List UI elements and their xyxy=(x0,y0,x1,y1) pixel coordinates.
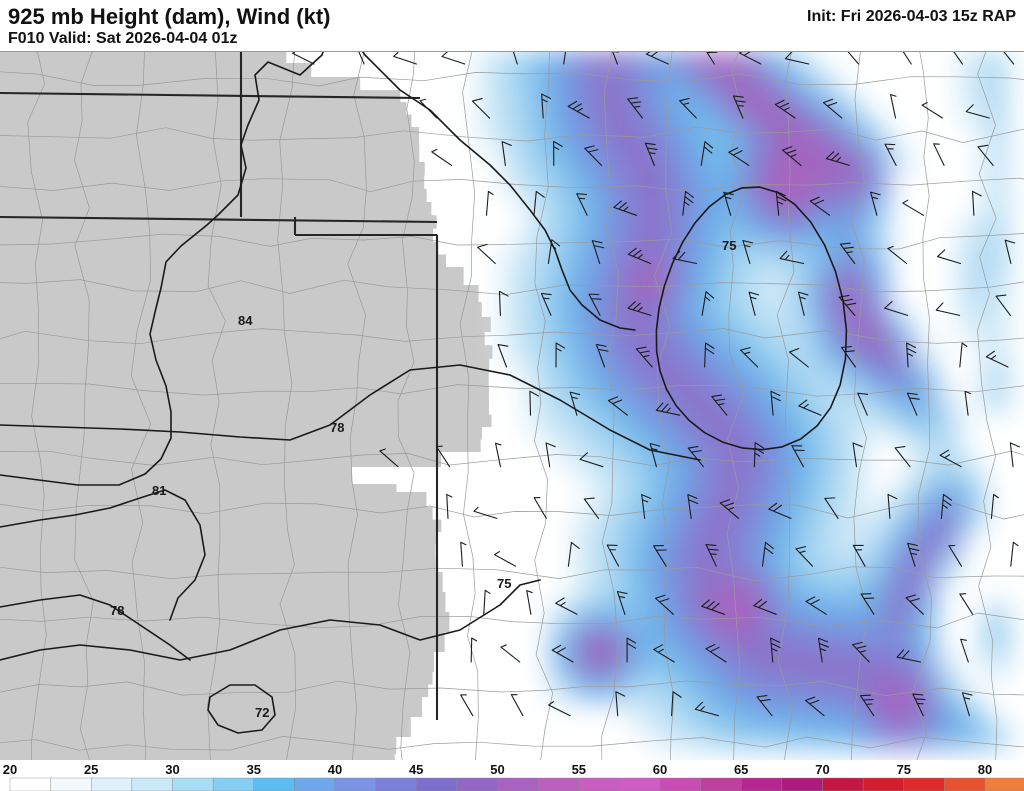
svg-text:80: 80 xyxy=(978,762,992,777)
svg-text:60: 60 xyxy=(653,762,667,777)
svg-text:35: 35 xyxy=(247,762,261,777)
svg-text:81: 81 xyxy=(152,483,166,498)
svg-text:45: 45 xyxy=(409,762,423,777)
svg-text:75: 75 xyxy=(722,238,736,253)
svg-text:55: 55 xyxy=(572,762,586,777)
svg-text:75: 75 xyxy=(897,762,911,777)
svg-text:30: 30 xyxy=(165,762,179,777)
svg-text:50: 50 xyxy=(490,762,504,777)
svg-text:70: 70 xyxy=(815,762,829,777)
svg-text:40: 40 xyxy=(328,762,342,777)
svg-text:78: 78 xyxy=(330,420,344,435)
svg-text:84: 84 xyxy=(238,313,253,328)
svg-text:25: 25 xyxy=(84,762,98,777)
svg-text:65: 65 xyxy=(734,762,748,777)
svg-text:72: 72 xyxy=(255,705,269,720)
svg-text:20: 20 xyxy=(3,762,17,777)
svg-text:75: 75 xyxy=(497,576,511,591)
svg-text:78: 78 xyxy=(110,603,124,618)
